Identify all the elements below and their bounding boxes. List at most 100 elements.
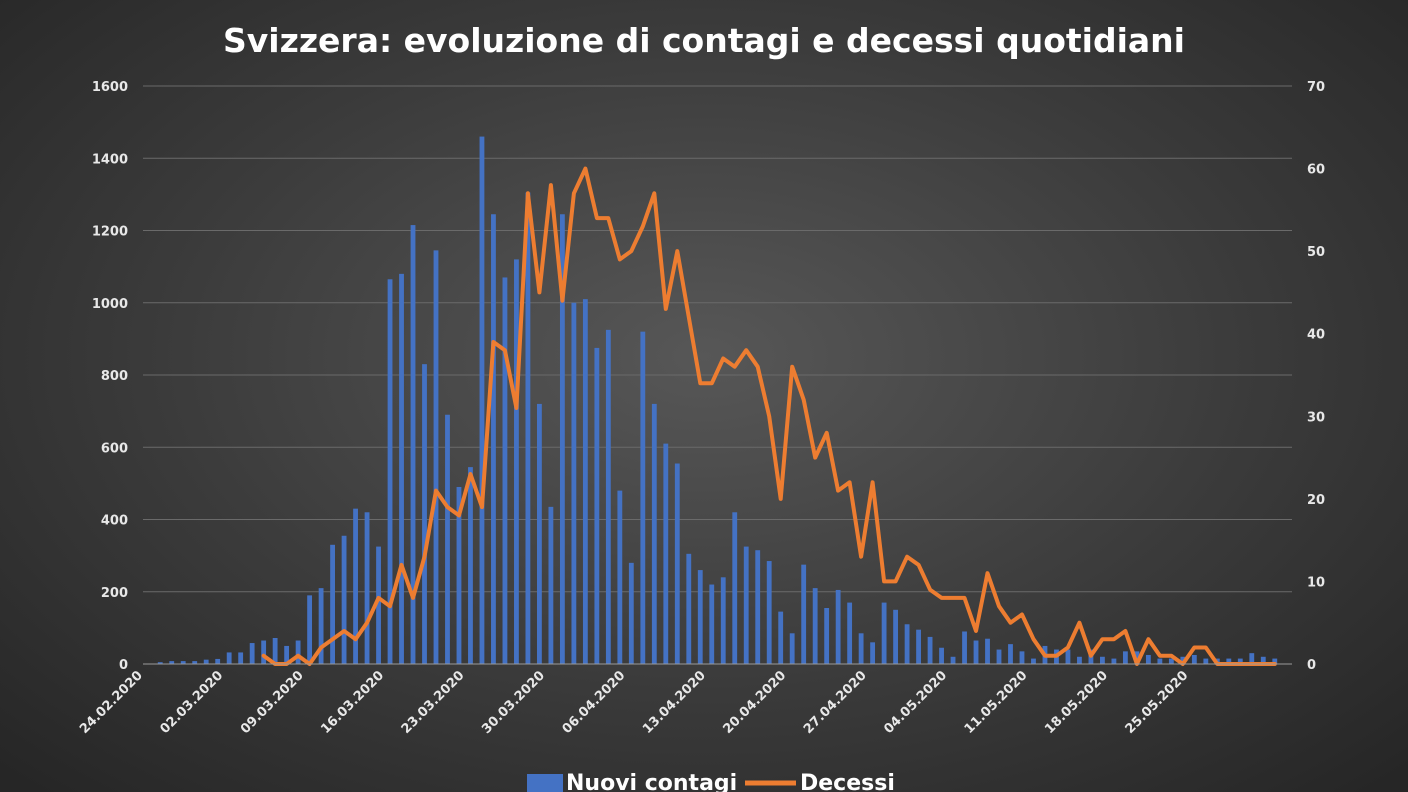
bar-series-nuovi-contagi (157, 136, 1278, 665)
bar-45 (663, 443, 669, 664)
bar-80 (1065, 649, 1071, 664)
bar-28 (468, 467, 473, 664)
y-right-tick-1: 10 (1307, 575, 1325, 590)
bar-38 (582, 299, 588, 664)
y-right-tick-3: 30 (1307, 410, 1325, 425)
x-axis: 24.02.2020 02.03.2020 09.03.2020 16.03.2020… (77, 663, 1292, 737)
bar-14 (307, 595, 313, 664)
x-tick-10: 04.05.2020 (881, 668, 950, 737)
bar-74 (996, 649, 1002, 664)
bar-47 (686, 553, 692, 664)
bar-73 (985, 638, 990, 664)
bar-4 (192, 661, 198, 664)
y-left-tick-2: 400 (101, 514, 128, 529)
x-tick-7: 13.04.2020 (640, 668, 709, 737)
y-right-tick-2: 20 (1307, 493, 1325, 508)
bar-33 (525, 192, 531, 664)
y-left-tick-0: 0 (119, 658, 128, 673)
bar-10 (261, 640, 267, 664)
bar-32 (514, 259, 519, 664)
bar-67 (916, 629, 921, 664)
legend: Nuovi contagi Decessi (527, 771, 895, 792)
bar-65 (893, 609, 899, 664)
bar-39 (594, 347, 600, 664)
bar-22 (399, 273, 404, 664)
bar-62 (858, 633, 864, 664)
y-left-tick-6: 1200 (92, 225, 128, 240)
bar-94 (1226, 658, 1232, 664)
y-left-tick-1: 200 (101, 586, 128, 601)
bar-55 (778, 611, 784, 664)
bar-90 (1180, 656, 1186, 664)
y-right-tick-6: 60 (1307, 163, 1325, 178)
y-right-tick-7: 70 (1307, 80, 1325, 95)
y-right-tick-0: 0 (1307, 658, 1316, 673)
bar-98 (1272, 658, 1278, 664)
bar-89 (1168, 658, 1174, 664)
bar-26 (445, 414, 450, 664)
x-tick-13: 25.05.2020 (1123, 668, 1192, 737)
bar-30 (491, 214, 496, 664)
bar-37 (571, 302, 577, 664)
x-tick-8: 20.04.2020 (720, 668, 789, 737)
bar-24 (422, 364, 427, 664)
bar-1 (157, 662, 163, 664)
bar-56 (789, 633, 795, 664)
line-series-decessi (261, 166, 1277, 666)
bar-63 (870, 642, 876, 664)
bar-84 (1111, 658, 1117, 664)
x-tick-9: 27.04.2020 (801, 668, 870, 737)
bar-76 (1019, 651, 1025, 664)
y-right-tick-5: 50 (1307, 245, 1325, 260)
bar-57 (801, 564, 807, 664)
bar-91 (1191, 654, 1197, 664)
x-tick-3: 16.03.2020 (318, 668, 387, 737)
bar-16 (330, 544, 335, 664)
bar-27 (456, 486, 462, 664)
bar-59 (824, 608, 830, 664)
bar-23 (410, 225, 416, 665)
bar-92 (1203, 658, 1209, 664)
bar-52 (743, 546, 749, 664)
x-tick-0: 24.02.2020 (77, 668, 146, 737)
bar-11 (272, 637, 278, 664)
bar-54 (766, 561, 772, 664)
x-tick-12: 18.05.2020 (1042, 668, 1111, 737)
bar-96 (1249, 653, 1255, 664)
y-left-tick-3: 600 (101, 441, 128, 456)
bar-53 (755, 550, 761, 664)
bar-18 (353, 508, 358, 664)
bar-34 (536, 403, 542, 664)
bar-20 (376, 546, 381, 664)
bar-2 (169, 661, 175, 664)
bar-85 (1122, 651, 1128, 664)
y-left-tick-8: 1600 (92, 80, 128, 95)
bar-29 (479, 136, 485, 664)
bar-51 (732, 512, 738, 664)
bar-75 (1008, 644, 1013, 664)
gridlines (143, 85, 1292, 593)
x-tick-2: 09.03.2020 (238, 668, 307, 737)
bar-60 (835, 589, 841, 664)
bar-50 (720, 577, 726, 664)
bar-42 (628, 562, 634, 664)
bar-49 (709, 584, 715, 664)
bar-36 (559, 214, 565, 664)
x-tick-1: 02.03.2020 (157, 668, 226, 737)
bar-44 (651, 403, 657, 664)
bar-71 (962, 631, 967, 664)
bar-72 (973, 640, 979, 664)
bar-9 (249, 643, 255, 664)
bar-83 (1100, 656, 1105, 664)
bar-25 (433, 250, 439, 664)
chart-title: Svizzera: evoluzione di contagi e decess… (223, 21, 1185, 60)
bar-12 (284, 645, 290, 664)
bar-69 (939, 647, 944, 664)
bar-17 (341, 535, 347, 664)
bar-66 (904, 624, 910, 664)
bar-46 (674, 463, 680, 664)
bar-8 (238, 652, 244, 664)
x-tick-5: 30.03.2020 (479, 668, 548, 737)
